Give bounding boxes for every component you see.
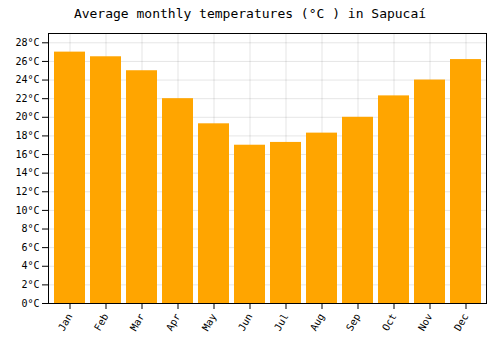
svg-text:Jan: Jan [56, 312, 75, 333]
svg-text:12°C: 12°C [15, 186, 39, 197]
svg-text:10°C: 10°C [15, 205, 39, 216]
svg-text:22°C: 22°C [15, 93, 39, 104]
svg-text:Jun: Jun [236, 312, 255, 333]
svg-text:6°C: 6°C [21, 242, 39, 253]
svg-text:16°C: 16°C [15, 149, 39, 160]
svg-text:Apr: Apr [164, 312, 183, 333]
svg-text:Dec: Dec [452, 312, 471, 333]
svg-text:24°C: 24°C [15, 74, 39, 85]
svg-text:Sep: Sep [344, 312, 363, 333]
svg-text:Mar: Mar [128, 312, 147, 333]
svg-text:18°C: 18°C [15, 130, 39, 141]
svg-text:Nov: Nov [416, 312, 435, 333]
svg-text:8°C: 8°C [21, 223, 39, 234]
html-text:Average monthly temperatures (: Average monthly temperatures (°C ) in Sa… [73, 6, 427, 21]
svg-text:Oct: Oct [380, 312, 399, 333]
svg-text:0°C: 0°C [21, 298, 39, 309]
svg-text:Feb: Feb [92, 312, 111, 333]
svg-text:26°C: 26°C [15, 56, 39, 67]
svg-text:May: May [200, 312, 219, 333]
svg-text:14°C: 14°C [15, 167, 39, 178]
svg-text:2°C: 2°C [21, 279, 39, 290]
svg-text:4°C: 4°C [21, 260, 39, 271]
svg-text:Aug: Aug [308, 312, 327, 333]
svg-text:20°C: 20°C [15, 111, 39, 122]
svg-text:28°C: 28°C [15, 37, 39, 48]
svg-text:Jul: Jul [272, 312, 291, 333]
